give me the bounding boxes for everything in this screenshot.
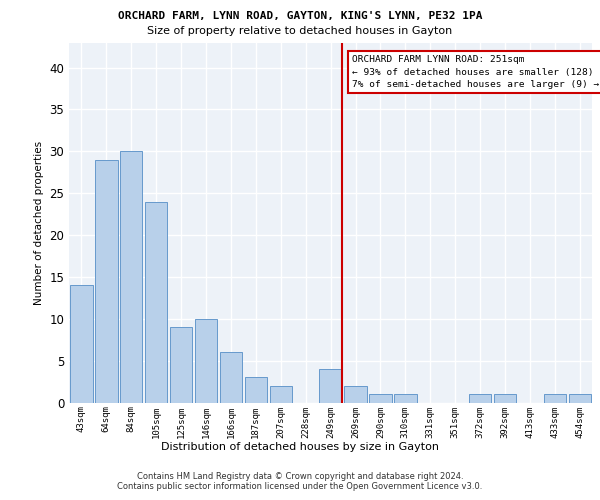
Text: ORCHARD FARM LYNN ROAD: 251sqm
← 93% of detached houses are smaller (128)
7% of : ORCHARD FARM LYNN ROAD: 251sqm ← 93% of … [352, 55, 599, 89]
Text: ORCHARD FARM, LYNN ROAD, GAYTON, KING'S LYNN, PE32 1PA: ORCHARD FARM, LYNN ROAD, GAYTON, KING'S … [118, 12, 482, 22]
Bar [245, 378, 267, 402]
Bar [269, 386, 292, 402]
Text: Size of property relative to detached houses in Gayton: Size of property relative to detached ho… [148, 26, 452, 36]
Bar [544, 394, 566, 402]
Bar [494, 394, 516, 402]
Bar [195, 319, 217, 402]
Y-axis label: Number of detached properties: Number of detached properties [34, 140, 44, 304]
Bar [469, 394, 491, 402]
Text: Distribution of detached houses by size in Gayton: Distribution of detached houses by size … [161, 442, 439, 452]
Bar [220, 352, 242, 403]
Bar [145, 202, 167, 402]
Bar [170, 327, 193, 402]
Bar [369, 394, 392, 402]
Bar [95, 160, 118, 402]
Bar [70, 286, 92, 403]
Bar [394, 394, 416, 402]
Text: Contains HM Land Registry data © Crown copyright and database right 2024.
Contai: Contains HM Land Registry data © Crown c… [118, 472, 482, 491]
Bar [569, 394, 591, 402]
Bar [344, 386, 367, 402]
Bar [120, 152, 142, 402]
Bar [319, 369, 342, 402]
